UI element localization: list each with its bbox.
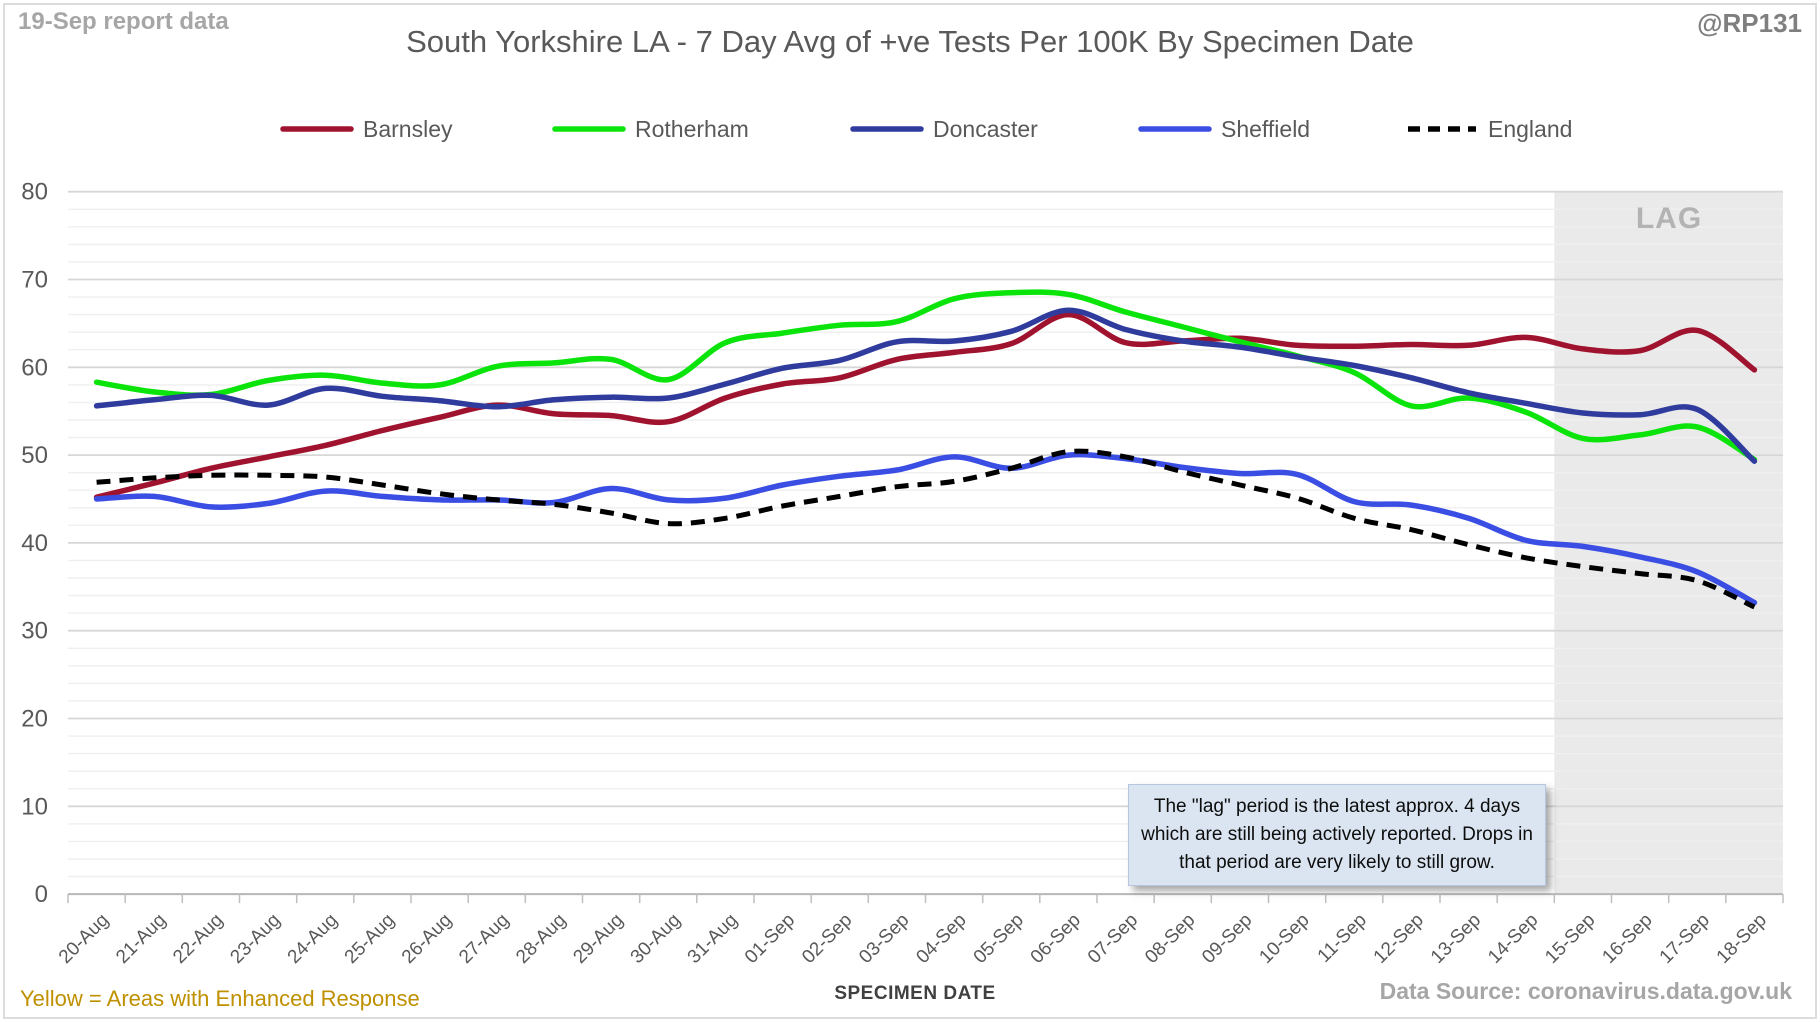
x-tick-label: 06-Sep: [1027, 910, 1085, 968]
lag-label: LAG: [1636, 202, 1702, 235]
x-tick-label: 21-Aug: [112, 910, 170, 968]
page-title: South Yorkshire LA - 7 Day Avg of +ve Te…: [406, 24, 1414, 59]
x-axis-title: SPECIMEN DATE: [834, 983, 996, 1004]
x-tick-label: 24-Aug: [284, 910, 342, 968]
legend-item-doncaster[interactable]: Doncaster: [850, 116, 1038, 142]
legend-swatch-rotherham: [552, 126, 626, 132]
gridlines-major: [68, 190, 1783, 808]
legend-label-rotherham: Rotherham: [635, 115, 749, 142]
x-tick-label: 14-Sep: [1484, 910, 1542, 968]
y-tick-label: 0: [35, 881, 48, 908]
x-tick-label: 29-Aug: [569, 910, 627, 968]
legend-label-doncaster: Doncaster: [933, 115, 1038, 142]
x-tick-label: 04-Sep: [912, 910, 970, 968]
x-tick-label: 17-Sep: [1656, 910, 1714, 968]
legend-swatch-england: [1408, 126, 1476, 132]
enhanced-response-note: Yellow = Areas with Enhanced Response: [20, 986, 420, 1011]
y-tick-label: 10: [21, 793, 48, 820]
x-tick-label: 03-Sep: [855, 910, 913, 968]
y-tick-label: 80: [21, 179, 48, 206]
x-tick-label: 11-Sep: [1314, 910, 1371, 967]
x-tick-label: 02-Sep: [798, 910, 856, 968]
x-tick-label: 25-Aug: [341, 910, 399, 968]
x-tick-label: 15-Sep: [1541, 910, 1599, 968]
legend-item-rotherham[interactable]: Rotherham: [552, 116, 749, 142]
legend-item-england[interactable]: England: [1405, 116, 1572, 142]
chart-legend: Barnsley Rotherham Doncaster Sheffield Engla…: [0, 116, 1820, 144]
legend-label-england: England: [1488, 115, 1573, 142]
x-tick-label: 10-Sep: [1255, 910, 1313, 968]
x-tick-label: 16-Sep: [1598, 910, 1656, 968]
x-tick-label: 30-Aug: [627, 910, 685, 968]
legend-label-barnsley: Barnsley: [363, 115, 453, 142]
legend-swatch-doncaster: [850, 126, 924, 132]
x-tick-label: 22-Aug: [169, 910, 227, 968]
x-tick-label: 31-Aug: [684, 910, 742, 968]
x-tick-label: 26-Aug: [398, 910, 456, 968]
x-tick-label: 27-Aug: [455, 910, 513, 968]
series-line-sheffield: [93, 451, 1758, 606]
gridlines-minor: [68, 208, 1783, 878]
data-source-note: Data Source: coronavirus.data.gov.uk: [1379, 978, 1792, 1004]
legend-swatch-barnsley: [280, 126, 354, 132]
report-date-note: 19-Sep report data: [18, 8, 229, 35]
x-tick-label: 23-Aug: [226, 910, 284, 968]
author-handle: @RP131: [1697, 8, 1802, 38]
x-tick-label: 07-Sep: [1084, 910, 1142, 968]
y-tick-label: 70: [21, 267, 48, 294]
lag-annotation-text: The "lag" period is the latest approx. 4…: [1141, 796, 1533, 874]
legend-swatch-sheffield: [1138, 126, 1212, 132]
y-axis-labels: 0 10 20 30 40 50 60 70 80: [21, 179, 48, 908]
legend-label-sheffield: Sheffield: [1221, 115, 1311, 142]
x-tick-label: 08-Sep: [1141, 910, 1199, 968]
x-tick-label: 28-Aug: [512, 910, 570, 968]
y-tick-label: 60: [21, 354, 48, 381]
x-tick-label: 09-Sep: [1198, 910, 1256, 968]
x-tick-label: 20-Aug: [55, 910, 113, 968]
lag-annotation-box: The "lag" period is the latest approx. 4…: [1128, 784, 1546, 887]
x-tick-label: 18-Sep: [1713, 910, 1771, 968]
legend-item-barnsley[interactable]: Barnsley: [280, 116, 452, 142]
series-line-rotherham: [93, 289, 1758, 463]
series-line-barnsley: [93, 311, 1758, 500]
x-tick-label: 13-Sep: [1427, 910, 1485, 968]
x-axis-ticks: [67, 894, 1784, 904]
series-line-england: [96, 448, 1756, 610]
y-tick-label: 50: [21, 442, 48, 469]
y-tick-label: 20: [21, 706, 48, 733]
x-tick-label: 01-Sep: [741, 910, 799, 968]
legend-item-sheffield[interactable]: Sheffield: [1138, 116, 1310, 142]
series-line-doncaster: [93, 307, 1758, 464]
x-tick-label: 05-Sep: [970, 910, 1028, 968]
x-tick-label: 12-Sep: [1370, 910, 1428, 968]
y-tick-label: 40: [21, 530, 48, 557]
y-tick-label: 30: [21, 618, 48, 645]
